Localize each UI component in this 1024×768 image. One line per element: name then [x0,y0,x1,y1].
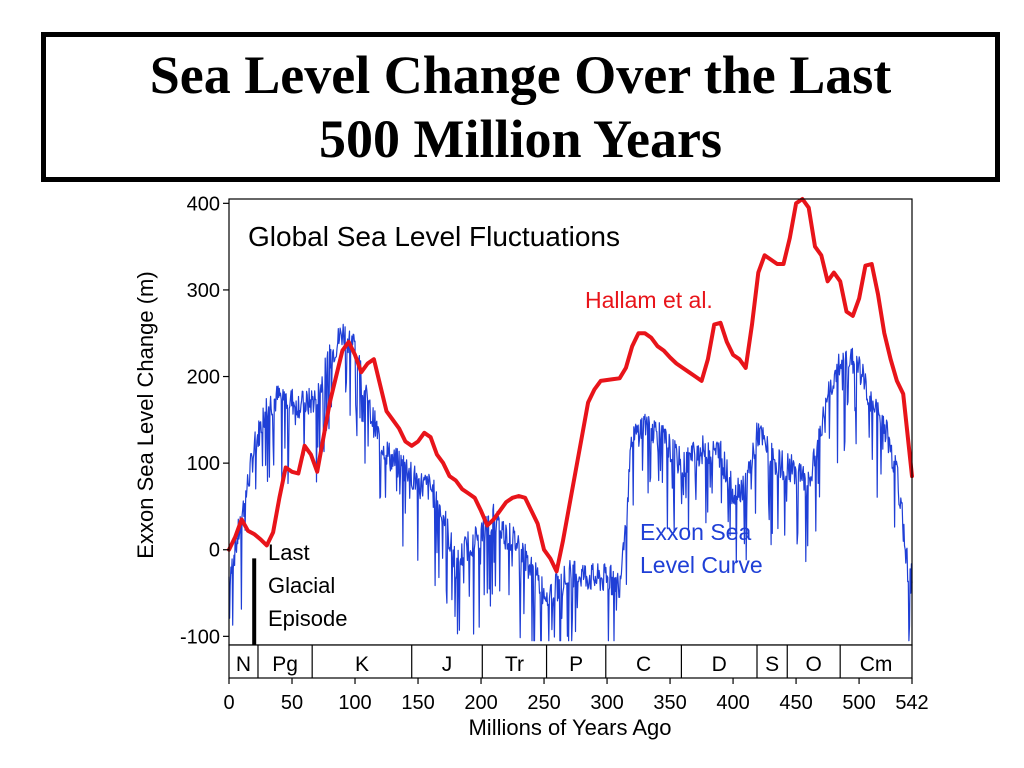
slide-title-line-2: 500 Million Years [319,109,722,169]
glacial-label-line-1: Last [268,540,310,565]
period-label-Pg: Pg [272,653,298,676]
period-label-Cm: Cm [860,653,893,676]
x-tick-label-8: 400 [716,692,749,714]
period-label-O: O [806,653,822,676]
labels-layer: Global Sea Level Fluctuations Hallam et … [133,221,763,740]
y-tick-label-2: 100 [187,453,220,475]
x-tick-label-5: 250 [527,692,560,714]
plot-layer [227,197,914,654]
axes-layer: -100 0 100 200 300 400 0 50 100 150 200 250 300 350 40… [180,193,929,714]
period-label-N: N [236,653,251,676]
x-tick-label-3: 150 [401,692,434,714]
period-label-K: K [355,653,369,676]
series-line-exxon [228,323,913,642]
y-tick-label-0: -100 [180,626,220,648]
series-label-exxon-line-2: Level Curve [640,552,763,578]
x-tick-label-2: 100 [338,692,371,714]
period-label-P: P [569,653,583,676]
x-axis-label: Millions of Years Ago [468,715,671,740]
period-label-C: C [636,653,651,676]
x-tick-label-9: 450 [779,692,812,714]
x-tick-label-1: 50 [281,692,303,714]
period-label-Tr: Tr [505,653,524,676]
y-axis-label: Exxon Sea Level Change (m) [133,271,158,558]
x-tick-label-0: 0 [223,692,234,714]
series-line-hallam [227,197,914,574]
x-tick-label-11: 542 [895,692,928,714]
slide-title-box: Sea Level Change Over the Last 500 Milli… [41,32,1000,182]
x-tick-label-7: 350 [653,692,686,714]
chart-title: Global Sea Level Fluctuations [248,221,620,252]
x-tick-label-10: 500 [842,692,875,714]
y-tick-label-5: 400 [187,193,220,215]
y-tick-label-3: 200 [187,367,220,389]
glacial-label-line-3: Episode [268,606,348,631]
period-label-J: J [442,653,453,676]
period-band [228,644,913,679]
y-tick-label-4: 300 [187,280,220,302]
x-tick-label-6: 300 [590,692,623,714]
y-tick-label-1: 0 [209,540,220,562]
x-tick-label-4: 200 [464,692,497,714]
period-label-S: S [765,653,779,676]
series-label-hallam: Hallam et al. [585,287,713,313]
series-label-exxon-line-1: Exxon Sea [640,519,751,545]
glacial-label-line-2: Glacial [268,573,335,598]
slide-title-line-1: Sea Level Change Over the Last [149,45,892,105]
period-label-D: D [712,653,727,676]
